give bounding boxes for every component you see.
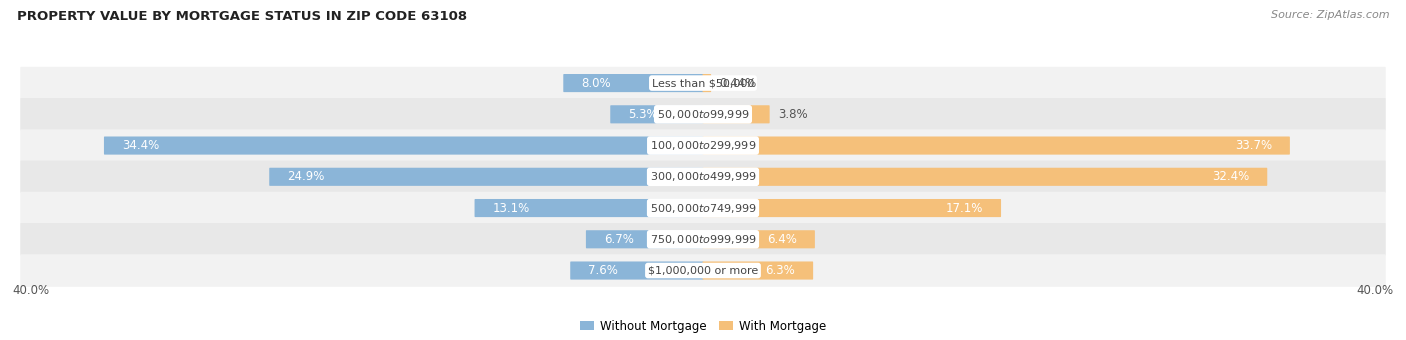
FancyBboxPatch shape xyxy=(571,261,703,279)
Text: 33.7%: 33.7% xyxy=(1234,139,1272,152)
FancyBboxPatch shape xyxy=(20,160,1386,193)
Text: Source: ZipAtlas.com: Source: ZipAtlas.com xyxy=(1271,10,1389,20)
Text: $1,000,000 or more: $1,000,000 or more xyxy=(648,266,758,275)
FancyBboxPatch shape xyxy=(20,67,1386,99)
FancyBboxPatch shape xyxy=(703,261,813,279)
FancyBboxPatch shape xyxy=(20,254,1386,287)
Text: 17.1%: 17.1% xyxy=(946,202,983,215)
Text: $500,000 to $749,999: $500,000 to $749,999 xyxy=(650,202,756,215)
Text: 13.1%: 13.1% xyxy=(492,202,530,215)
Text: $750,000 to $999,999: $750,000 to $999,999 xyxy=(650,233,756,246)
Text: 5.3%: 5.3% xyxy=(628,108,658,121)
Text: 40.0%: 40.0% xyxy=(1357,284,1393,298)
FancyBboxPatch shape xyxy=(703,168,1267,186)
Text: 7.6%: 7.6% xyxy=(588,264,619,277)
Text: 6.7%: 6.7% xyxy=(603,233,634,246)
FancyBboxPatch shape xyxy=(20,223,1386,256)
Legend: Without Mortgage, With Mortgage: Without Mortgage, With Mortgage xyxy=(575,315,831,337)
FancyBboxPatch shape xyxy=(20,129,1386,162)
FancyBboxPatch shape xyxy=(475,199,703,217)
Text: 3.8%: 3.8% xyxy=(778,108,807,121)
Text: Less than $50,000: Less than $50,000 xyxy=(652,78,754,88)
Text: $100,000 to $299,999: $100,000 to $299,999 xyxy=(650,139,756,152)
FancyBboxPatch shape xyxy=(610,105,703,123)
FancyBboxPatch shape xyxy=(703,199,1001,217)
Text: 6.3%: 6.3% xyxy=(765,264,796,277)
Text: 0.44%: 0.44% xyxy=(720,76,756,89)
FancyBboxPatch shape xyxy=(20,192,1386,224)
FancyBboxPatch shape xyxy=(20,98,1386,131)
Text: PROPERTY VALUE BY MORTGAGE STATUS IN ZIP CODE 63108: PROPERTY VALUE BY MORTGAGE STATUS IN ZIP… xyxy=(17,10,467,23)
Text: 24.9%: 24.9% xyxy=(287,170,325,183)
Text: 40.0%: 40.0% xyxy=(13,284,49,298)
FancyBboxPatch shape xyxy=(586,230,703,248)
Text: $50,000 to $99,999: $50,000 to $99,999 xyxy=(657,108,749,121)
FancyBboxPatch shape xyxy=(703,136,1289,155)
Text: 34.4%: 34.4% xyxy=(122,139,159,152)
FancyBboxPatch shape xyxy=(703,74,711,92)
FancyBboxPatch shape xyxy=(703,105,769,123)
Text: 32.4%: 32.4% xyxy=(1212,170,1250,183)
Text: $300,000 to $499,999: $300,000 to $499,999 xyxy=(650,170,756,183)
FancyBboxPatch shape xyxy=(703,230,815,248)
FancyBboxPatch shape xyxy=(564,74,703,92)
FancyBboxPatch shape xyxy=(104,136,703,155)
Text: 6.4%: 6.4% xyxy=(768,233,797,246)
FancyBboxPatch shape xyxy=(269,168,703,186)
Text: 8.0%: 8.0% xyxy=(581,76,610,89)
